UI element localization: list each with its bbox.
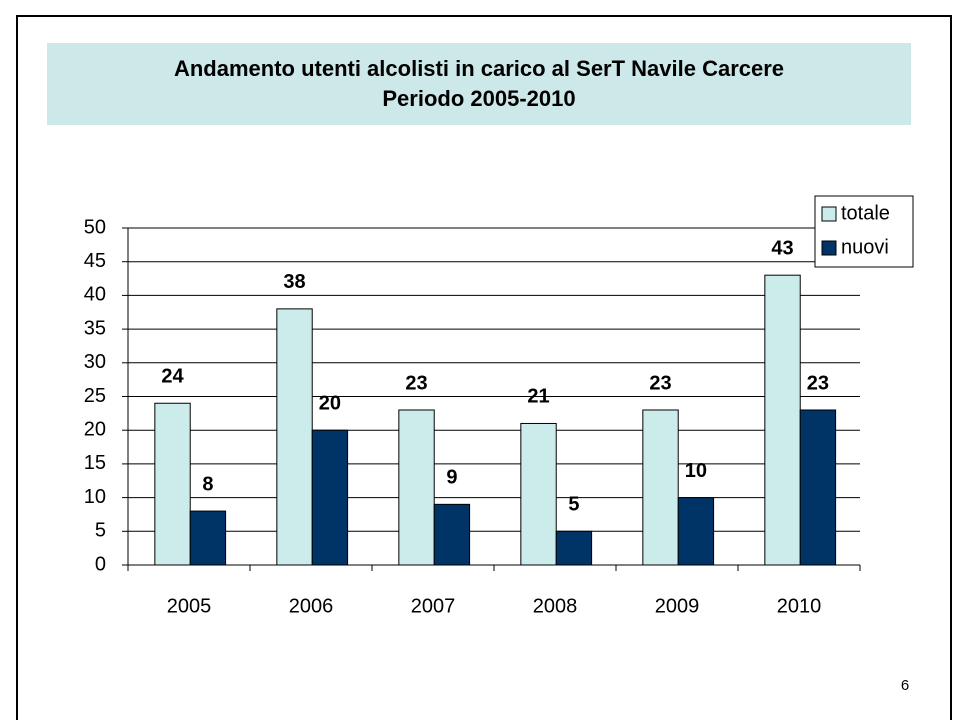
- y-tick-label: 50: [84, 216, 106, 238]
- bar: [276, 308, 313, 566]
- data-label: 20: [319, 392, 341, 414]
- bar: [799, 409, 837, 566]
- legend-label: totale: [841, 202, 890, 224]
- y-tick-label: 0: [95, 553, 106, 575]
- data-label: 9: [446, 467, 457, 489]
- legend-label: nuovi: [841, 236, 889, 258]
- data-label: 10: [685, 460, 707, 482]
- bar: [154, 402, 191, 566]
- data-label: 38: [283, 271, 305, 293]
- bar: [555, 530, 593, 566]
- bar: [677, 497, 715, 566]
- data-label: 24: [161, 366, 184, 388]
- y-tick-label: 25: [84, 385, 106, 407]
- y-tick-label: 15: [84, 452, 106, 474]
- y-tick-label: 20: [84, 418, 106, 440]
- y-tick-label: 5: [95, 520, 106, 542]
- bar: [520, 422, 557, 566]
- data-label: 43: [771, 237, 793, 259]
- y-tick-label: 35: [84, 317, 106, 339]
- y-tick-label: 40: [84, 284, 106, 306]
- y-tick-label: 10: [84, 486, 106, 508]
- bar: [764, 274, 801, 566]
- legend-swatch: [821, 240, 837, 256]
- data-label: 21: [527, 386, 549, 408]
- x-tick-label: 2005: [167, 595, 212, 617]
- x-tick-label: 2010: [777, 595, 822, 617]
- x-tick-label: 2006: [289, 595, 334, 617]
- data-label: 23: [405, 372, 427, 394]
- y-tick-label: 30: [84, 351, 106, 373]
- legend-swatch: [821, 206, 837, 222]
- chart-title: Andamento utenti alcolisti in carico al …: [174, 56, 784, 81]
- bar: [311, 429, 349, 566]
- x-tick-label: 2007: [411, 595, 456, 617]
- bar: [642, 409, 679, 566]
- bar: [398, 409, 435, 566]
- data-label: 23: [807, 372, 829, 394]
- data-label: 8: [202, 473, 213, 495]
- y-tick-label: 45: [84, 250, 106, 272]
- page-number: 6: [901, 677, 909, 694]
- chart-subtitle: Periodo 2005-2010: [382, 86, 575, 111]
- x-tick-label: 2009: [655, 595, 700, 617]
- bar: [189, 510, 227, 566]
- title-box: [47, 43, 911, 125]
- bar: [433, 503, 471, 566]
- x-tick-label: 2008: [533, 595, 578, 617]
- data-label: 5: [568, 494, 579, 516]
- data-label: 23: [649, 372, 671, 394]
